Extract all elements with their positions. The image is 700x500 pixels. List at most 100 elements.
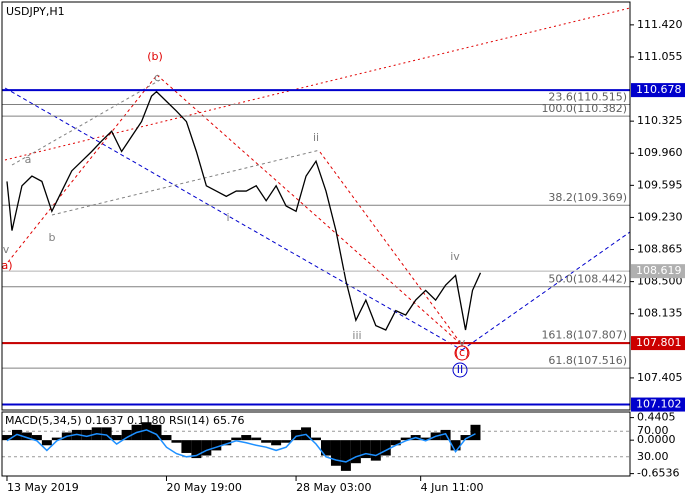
wave-label: iii	[352, 329, 361, 342]
fib-label: 161.8(107.807)	[541, 329, 627, 342]
y-tick-label: 0.0000	[637, 433, 676, 446]
macd-bar	[31, 435, 42, 441]
level-label: 110.678	[636, 83, 682, 96]
macd-bar	[390, 440, 401, 446]
macd-bar	[141, 422, 152, 441]
wave-circle	[454, 345, 470, 361]
y2-tick-label: 30.00	[637, 450, 669, 463]
macd-bar	[291, 429, 302, 441]
macd-bar	[340, 440, 351, 471]
y-tick-label: 107.405	[637, 371, 683, 384]
wave-label: (c)	[455, 346, 470, 359]
wave-circle	[452, 362, 468, 378]
y-tick-label: -0.6536	[637, 467, 679, 480]
wave-label: (b)	[147, 50, 163, 63]
wave-label: v	[459, 336, 466, 349]
macd-bar	[121, 429, 132, 441]
macd-bar	[211, 440, 222, 451]
wave-label: a	[25, 153, 32, 166]
y-tick-label: 0.4405	[637, 411, 676, 424]
level-badge	[631, 397, 685, 412]
macd-bar	[41, 440, 52, 446]
macd-bar	[231, 437, 242, 441]
macd-bar	[330, 440, 341, 466]
level-label: 107.102	[636, 398, 682, 411]
macd-bar	[271, 440, 282, 446]
trend-line	[156, 74, 463, 346]
wave-label: a)	[1, 259, 12, 272]
y-tick-label: 109.595	[637, 178, 683, 191]
macd-bar	[251, 437, 262, 441]
macd-bar	[2, 435, 12, 441]
wave-label: b	[49, 231, 56, 244]
macd-bar	[171, 440, 182, 443]
x-tick-label: 4 Jun 11:00	[421, 481, 484, 494]
macd-bar	[370, 440, 381, 461]
macd-bar	[191, 440, 202, 459]
wave-label: i	[226, 211, 229, 224]
level-badge	[631, 264, 685, 279]
trend-line	[11, 79, 161, 166]
macd-bar	[161, 435, 172, 441]
macd-bar	[450, 440, 461, 451]
wave-label: v	[3, 243, 10, 256]
trend-line	[4, 7, 631, 161]
trend-line	[319, 151, 463, 346]
macd-bar	[261, 440, 272, 443]
x-tick-label: 20 May 19:00	[166, 481, 241, 494]
macd-bar	[111, 435, 122, 441]
macd-bar	[360, 440, 371, 459]
macd-bar	[281, 440, 292, 443]
macd-bar	[181, 440, 192, 453]
trend-line	[4, 87, 463, 351]
y-tick-label: 109.960	[637, 146, 683, 159]
trend-line	[461, 231, 631, 351]
macd-bar	[221, 440, 232, 446]
macd-bar	[201, 440, 212, 456]
y2-tick-label: 70.00	[637, 424, 669, 437]
trend-lines	[4, 7, 631, 351]
y-tick-label: 108.865	[637, 243, 683, 256]
trend-line	[7, 74, 158, 263]
rsi-line	[6, 429, 476, 463]
level-label: 107.801	[636, 336, 682, 349]
panel-border	[1, 411, 631, 477]
y-tick-label: 108.135	[637, 307, 683, 320]
x-tick-label: 13 May 2019	[7, 481, 79, 494]
plot-border	[1, 1, 631, 411]
chart-title: USDJPY,H1	[6, 5, 65, 18]
macd-bar	[460, 435, 471, 441]
macd-bar	[151, 424, 162, 441]
macd-bar	[81, 429, 92, 441]
macd-bar	[420, 437, 431, 441]
fib-label: 38.2(109.369)	[548, 191, 627, 204]
wave-label: c	[154, 71, 160, 84]
macd-bar	[51, 437, 62, 441]
macd-bar	[320, 440, 331, 456]
y-tick-label: 110.325	[637, 114, 683, 127]
macd-bar	[400, 437, 411, 441]
y-tick-label: 111.055	[637, 50, 683, 63]
fib-label: 50.0(108.442)	[548, 273, 627, 286]
price-line	[6, 90, 482, 331]
fib-label: 23.6(110.515)	[548, 90, 627, 103]
wave-label: II	[457, 363, 464, 376]
y-tick-label: 111.420	[637, 18, 683, 31]
macd-bar	[350, 440, 361, 464]
macd-bar	[241, 435, 252, 441]
macd-bar	[380, 440, 391, 456]
level-label: 108.619	[636, 264, 682, 277]
level-badge	[631, 83, 685, 98]
y-tick-label: 109.230	[637, 210, 683, 223]
trend-line	[51, 149, 321, 216]
fib-label: 100.0(110.382)	[541, 102, 627, 115]
x-tick-label: 28 May 03:00	[296, 481, 371, 494]
wave-label: iv	[450, 250, 460, 263]
macd-bar	[311, 437, 321, 441]
panel-title: MACD(5,34,5) 0.1637 0.1180 RSI(14) 65.76	[5, 414, 244, 427]
macd-bar	[21, 432, 32, 441]
wave-label: ii	[313, 131, 319, 144]
fib-label: 61.8(107.516)	[548, 354, 627, 367]
